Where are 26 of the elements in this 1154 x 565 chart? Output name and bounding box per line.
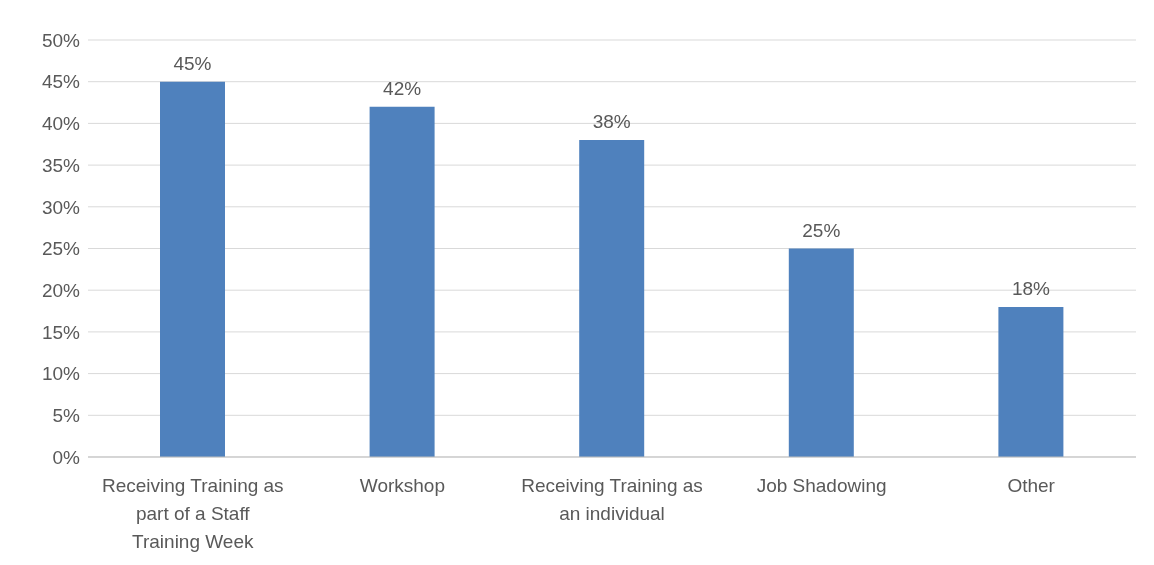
y-tick-label: 15% [41, 321, 81, 343]
x-tick-label: Other [1007, 475, 1056, 496]
bar [998, 306, 1064, 457]
x-tick-label: Receiving Training as part of a Staff Training Week [101, 475, 284, 552]
bar [160, 81, 225, 457]
y-tick-label: 0% [52, 446, 81, 468]
data-label: 42% [383, 77, 422, 99]
x-tick-label: Receiving Training as an individual [521, 475, 703, 524]
bar [369, 106, 435, 457]
bar [788, 248, 854, 457]
data-label: 45% [173, 52, 212, 74]
bar [579, 140, 645, 457]
y-tick-label: 30% [41, 196, 81, 218]
y-tick-label: 35% [41, 154, 81, 176]
y-tick-label: 25% [41, 238, 81, 260]
y-tick-label: 10% [41, 363, 81, 385]
y-tick-label: 45% [41, 71, 81, 93]
y-tick-label: 5% [52, 405, 81, 427]
y-tick-label: 20% [41, 279, 81, 301]
y-tick-label: 50% [41, 29, 81, 51]
x-tick-label: Workshop [359, 475, 445, 496]
x-tick-label: Job Shadowing [756, 475, 887, 496]
data-label: 18% [1011, 277, 1051, 299]
data-label: 38% [592, 111, 631, 133]
data-label: 25% [802, 219, 841, 241]
y-tick-label: 40% [41, 113, 81, 135]
